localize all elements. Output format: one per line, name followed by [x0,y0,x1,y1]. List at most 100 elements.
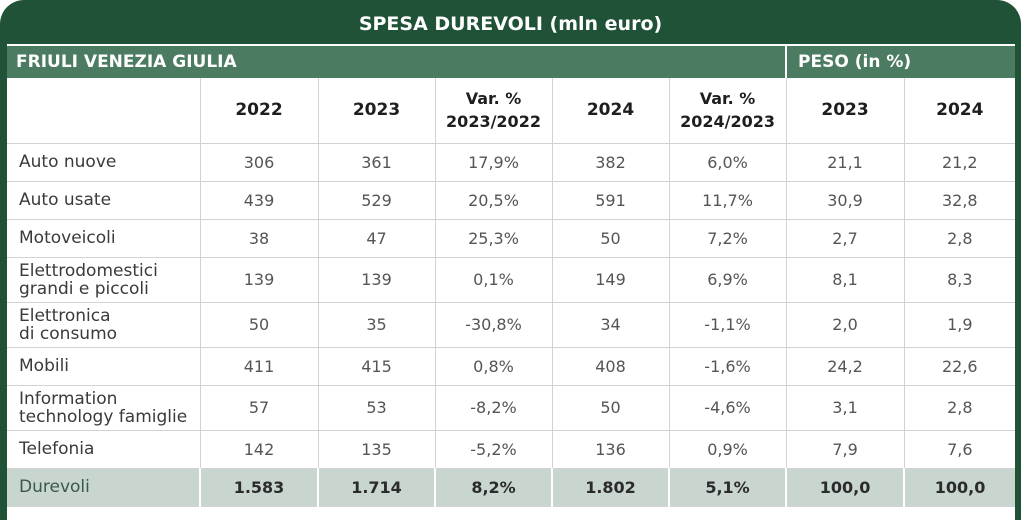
value-cell: 439 [199,180,318,219]
value-cell: 47 [317,218,435,257]
row-label-line: Mobili [19,356,70,376]
column-header-line: 2024/2023 [680,112,775,132]
row-label-header [7,78,200,144]
data-table: FRIULI VENEZIA GIULIA PESO (in %) 2022 20… [7,46,1016,507]
value-cell: 0,9% [668,429,787,468]
value-cell: 25,3% [434,218,552,257]
value-cell: 2,7 [785,218,905,257]
value-cell: 35 [317,301,435,347]
table-body: Auto nuove 306 361 17,9% 382 6,0% 21,1 21,2 Auto… [7,142,1016,507]
column-header-line: 2024 [936,100,984,121]
column-header-line: 2023/2022 [446,112,541,132]
table-row: Telefonia 142 135 -5,2% 136 0,9% 7,9 7,6 [7,429,1016,468]
value-cell: 50 [551,384,669,430]
value-cell: 11,7% [668,180,787,219]
value-cell: 8,3 [903,256,1016,302]
column-header: 2023 [785,78,905,144]
value-cell: -5,2% [434,429,552,468]
column-header-line: Var. % [699,89,756,109]
column-header-line: 2023 [821,100,869,121]
table-row: Information technology famiglie 57 53 -8,2% 5… [7,384,1016,430]
value-cell: 361 [317,142,435,181]
value-cell: 17,9% [434,142,552,181]
total-value-cell: 1.714 [317,467,435,507]
value-cell: -1,1% [668,301,787,347]
row-label-line: di consumo [19,323,118,344]
table-title: SPESA DUREVOLI (mln euro) [358,13,663,35]
value-cell: 7,9 [785,429,905,468]
total-row: Durevoli 1.583 1.714 8,2% 1.802 5,1% 100,0 100,… [7,467,1016,507]
value-cell: 22,6 [903,346,1016,385]
value-cell: 139 [317,256,435,302]
value-cell: -4,6% [668,384,787,430]
column-header-line: Var. % [465,89,522,109]
value-cell: 38 [199,218,318,257]
value-cell: 32,8 [903,180,1016,219]
table-row: Elettronica di consumo 50 35 -30,8% 34 -1,1% 2,… [7,301,1016,347]
value-cell: 139 [199,256,318,302]
column-header: 2024 [903,78,1016,144]
row-label: Telefonia [7,429,200,468]
value-cell: 21,1 [785,142,905,181]
table-row: Elettrodomestici grandi e piccoli 139 139 0,… [7,256,1016,302]
value-cell: 3,1 [785,384,905,430]
row-label-line: Elettronica [19,305,111,326]
value-cell: 2,8 [903,384,1016,430]
row-label-line: Elettrodomestici [19,260,158,281]
value-cell: 6,9% [668,256,787,302]
value-cell: 411 [199,346,318,385]
row-label-line: Durevoli [19,477,90,497]
value-cell: 8,1 [785,256,905,302]
row-label: Information technology famiglie [7,384,200,430]
value-cell: -8,2% [434,384,552,430]
row-label-line: Motoveicoli [19,228,116,248]
value-cell: 50 [199,301,318,347]
column-header: 2024 [551,78,669,144]
row-label: Elettronica di consumo [7,301,200,347]
total-value-cell: 1.583 [199,467,318,507]
row-label-line: Auto usate [19,190,112,210]
column-header: 2022 [199,78,318,144]
value-cell: 7,2% [668,218,787,257]
value-cell: 7,6 [903,429,1016,468]
row-label: Motoveicoli [7,218,200,257]
total-value-cell: 100,0 [903,467,1016,507]
total-value-cell: 100,0 [785,467,905,507]
row-label-line: grandi e piccoli [19,278,149,299]
value-cell: 53 [317,384,435,430]
total-label: Durevoli [7,467,200,507]
table-sheet: FRIULI VENEZIA GIULIA PESO (in %) 2022 20… [7,44,1016,520]
row-label-line: technology famiglie [19,406,188,427]
row-label-line: Telefonia [19,439,95,459]
value-cell: 0,8% [434,346,552,385]
column-header: Var. % 2024/2023 [668,78,787,144]
value-cell: 135 [317,429,435,468]
group-header-row: FRIULI VENEZIA GIULIA PESO (in %) [7,46,1016,78]
value-cell: 306 [199,142,318,181]
value-cell: 30,9 [785,180,905,219]
value-cell: 415 [317,346,435,385]
value-cell: 24,2 [785,346,905,385]
column-header: Var. % 2023/2022 [434,78,552,144]
table-row: Auto usate 439 529 20,5% 591 11,7% 30,9 32,8 [7,180,1016,219]
row-label: Elettrodomestici grandi e piccoli [7,256,200,302]
total-value-cell: 8,2% [434,467,552,507]
row-label-line: Information [19,388,118,409]
value-cell: 529 [317,180,435,219]
value-cell: 149 [551,256,669,302]
value-cell: 20,5% [434,180,552,219]
table-row: Mobili 411 415 0,8% 408 -1,6% 24,2 22,6 [7,346,1016,385]
value-cell: 34 [551,301,669,347]
value-cell: 1,9 [903,301,1016,347]
region-header: FRIULI VENEZIA GIULIA [7,46,787,78]
value-cell: 0,1% [434,256,552,302]
column-header: 2023 [317,78,435,144]
column-header-line: 2023 [352,100,401,121]
value-cell: 2,8 [903,218,1016,257]
value-cell: 50 [551,218,669,257]
column-header-line: 2022 [235,100,283,121]
value-cell: -1,6% [668,346,787,385]
value-cell: -30,8% [434,301,552,347]
column-header-line: 2024 [586,100,635,121]
